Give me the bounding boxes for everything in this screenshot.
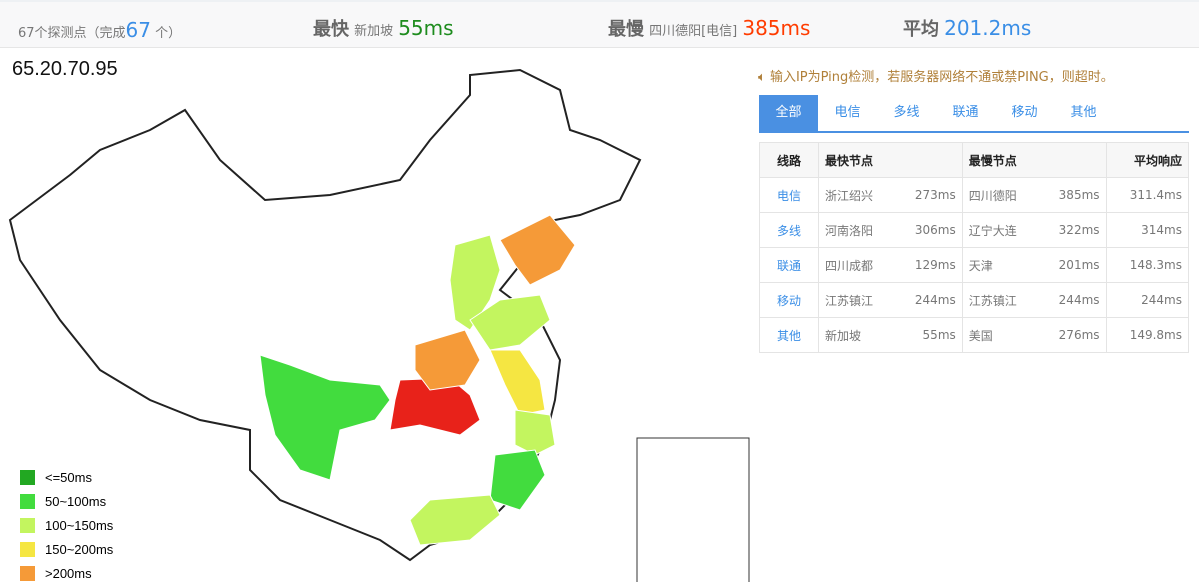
slowest-time-cell: 385ms xyxy=(1038,177,1107,213)
legend-swatch xyxy=(20,517,35,533)
slowest-node-cell: 美国 xyxy=(961,317,1039,353)
province-zhejiang[interactable] xyxy=(514,409,556,456)
province-liaoning[interactable] xyxy=(499,214,576,286)
tab-unicom[interactable]: 联通 xyxy=(952,105,979,120)
tab-other[interactable]: 其他 xyxy=(1070,105,1097,120)
fastest-node: 新加坡 xyxy=(354,24,394,39)
legend-item: 100~150ms xyxy=(20,513,113,537)
province-fujian[interactable] xyxy=(489,449,546,511)
legend-swatch xyxy=(20,493,35,509)
china-map xyxy=(8,68,750,582)
fastest-node-cell: 河南洛阳 xyxy=(817,212,895,248)
legend: <=50ms 50~100ms 100~150ms 150~200ms >200ms xyxy=(20,465,113,585)
done-suffix: 个） xyxy=(155,26,182,41)
fastest-time-cell: 129ms xyxy=(894,247,963,283)
table-header: 线路 最快节点 最慢节点 平均响应 xyxy=(759,142,1190,178)
legend-swatch xyxy=(20,565,35,581)
slowest-node-cell: 江苏镇江 xyxy=(961,282,1039,318)
fastest-node-cell: 浙江绍兴 xyxy=(817,177,895,213)
route-cell[interactable]: 多线 xyxy=(759,212,819,248)
fastest-time-cell: 244ms xyxy=(894,282,963,318)
legend-item: <=50ms xyxy=(20,465,113,489)
legend-item: >200ms xyxy=(20,561,113,585)
legend-label: 100~150ms xyxy=(45,517,114,533)
legend-label: 150~200ms xyxy=(45,541,114,557)
slowest-time-cell: 322ms xyxy=(1038,212,1107,248)
route-cell[interactable]: 移动 xyxy=(759,282,819,318)
china-outline xyxy=(8,68,642,562)
slowest-time-cell: 201ms xyxy=(1038,247,1107,283)
slowest-node-cell: 辽宁大连 xyxy=(961,212,1039,248)
fastest-node-cell: 江苏镇江 xyxy=(817,282,895,318)
province-guangdong[interactable] xyxy=(409,494,501,546)
notice-text: 输入IP为Ping检测，若服务器网络不通或禁PING，则超时。 xyxy=(769,70,1114,85)
legend-swatch xyxy=(20,469,35,485)
tab-all[interactable]: 全部 xyxy=(759,95,818,131)
isp-tabs: 全部 电信 多线 联通 移动 其他 xyxy=(759,95,1189,133)
header-fastest: 最快节点 xyxy=(818,142,963,178)
fastest-node-cell: 新加坡 xyxy=(817,317,895,353)
slowest-node-cell: 四川德阳 xyxy=(961,177,1039,213)
slowest-node-cell: 天津 xyxy=(961,247,1039,283)
fastest-time-cell: 306ms xyxy=(894,212,963,248)
average-cell: 314ms xyxy=(1105,212,1190,248)
fastest-node-cell: 四川成都 xyxy=(817,247,895,283)
summary-bar: 67个探测点（完成67 个） 最快 新加坡 55ms 最慢 四川德阳[电信] 3… xyxy=(0,0,1199,48)
fastest-time-cell: 55ms xyxy=(894,317,963,353)
table-row: 移动 江苏镇江 244ms 江苏镇江 244ms 244ms xyxy=(759,282,1190,318)
tab-multiline[interactable]: 多线 xyxy=(893,105,920,120)
slowest-label: 最慢 xyxy=(608,19,644,40)
south-sea-inset xyxy=(636,437,750,582)
done-count: 67 xyxy=(125,18,151,42)
results-table: 线路 最快节点 最慢节点 平均响应 电信 浙江绍兴 273ms 四川德阳 385ms 31… xyxy=(759,142,1190,353)
average-cell: 148.3ms xyxy=(1105,247,1190,283)
legend-label: 50~100ms xyxy=(45,493,107,509)
legend-swatch xyxy=(20,541,35,557)
notice: 🔈︎ 输入IP为Ping检测，若服务器网络不通或禁PING，则超时。 xyxy=(758,66,1114,85)
tab-telecom[interactable]: 电信 xyxy=(834,105,861,120)
slowest-time-cell: 276ms xyxy=(1038,317,1107,353)
route-cell[interactable]: 联通 xyxy=(759,247,819,283)
province-henan[interactable] xyxy=(414,329,481,391)
average-cell: 244ms xyxy=(1105,282,1190,318)
slowest-value: 385ms xyxy=(742,16,811,40)
average-cell: 311.4ms xyxy=(1105,177,1190,213)
ip-address: 65.20.70.95 xyxy=(12,58,118,80)
route-cell[interactable]: 其他 xyxy=(759,317,819,353)
header-route: 线路 xyxy=(759,142,819,178)
legend-item: 50~100ms xyxy=(20,489,113,513)
speaker-icon: 🔈︎ xyxy=(758,70,770,85)
fastest-label: 最快 xyxy=(313,19,349,40)
table-row: 多线 河南洛阳 306ms 辽宁大连 322ms 314ms xyxy=(759,212,1190,248)
table-row: 电信 浙江绍兴 273ms 四川德阳 385ms 311.4ms xyxy=(759,177,1190,213)
table-row: 联通 四川成都 129ms 天津 201ms 148.3ms xyxy=(759,247,1190,283)
tab-mobile[interactable]: 移动 xyxy=(1011,105,1038,120)
fastest-time-cell: 273ms xyxy=(894,177,963,213)
average-cell: 149.8ms xyxy=(1105,317,1190,353)
slowest-time-cell: 244ms xyxy=(1038,282,1107,318)
province-jiangsu[interactable] xyxy=(489,349,546,416)
province-sichuan[interactable] xyxy=(259,354,391,481)
avg-value: 201.2ms xyxy=(944,16,1032,40)
header-slowest: 最慢节点 xyxy=(961,142,1107,178)
fastest-value: 55ms xyxy=(398,16,454,40)
avg-label: 平均 xyxy=(903,19,939,40)
slowest-node: 四川德阳[电信] xyxy=(649,24,738,39)
route-cell[interactable]: 电信 xyxy=(759,177,819,213)
legend-item: 150~200ms xyxy=(20,537,113,561)
probe-count-text: 67个探测点（完成 xyxy=(18,26,126,41)
legend-label: >200ms xyxy=(45,565,92,581)
legend-label: <=50ms xyxy=(45,469,92,485)
header-average: 平均响应 xyxy=(1105,142,1190,178)
table-row: 其他 新加坡 55ms 美国 276ms 149.8ms xyxy=(759,317,1190,353)
